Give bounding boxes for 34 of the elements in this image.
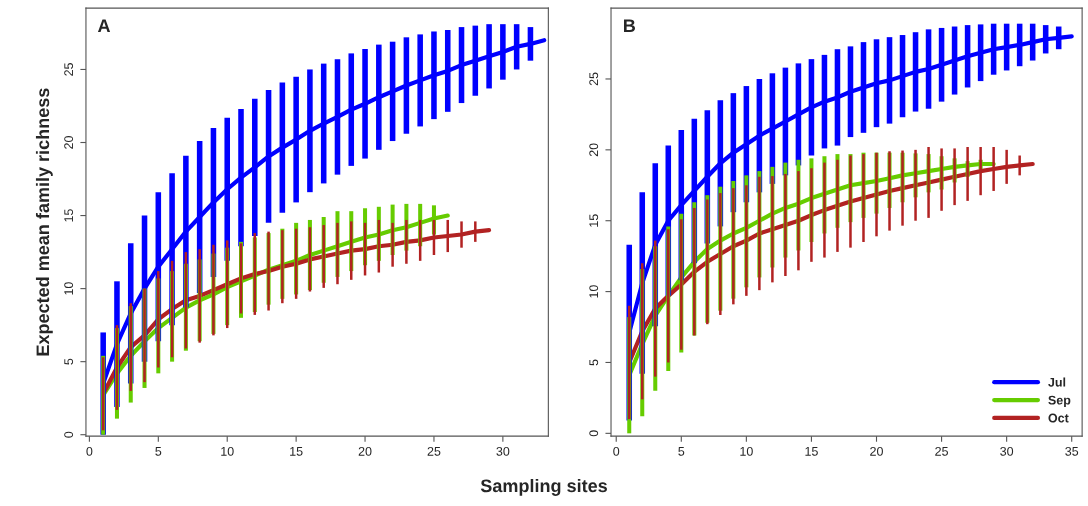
y-tick-label: 5 xyxy=(589,359,599,366)
y-tick-label: 0 xyxy=(589,430,599,437)
y-tick-label: 20 xyxy=(589,143,599,157)
legend-label: Jul xyxy=(1048,377,1066,387)
x-tick-label: 0 xyxy=(613,446,620,456)
x-tick-label: 0 xyxy=(86,446,93,456)
x-tick-label: 35 xyxy=(1065,446,1079,456)
x-tick-label: 20 xyxy=(358,446,372,456)
y-tick-label: 25 xyxy=(589,72,599,86)
x-tick-label: 10 xyxy=(221,446,234,456)
x-tick-label: 15 xyxy=(290,447,303,456)
x-tick-label: 20 xyxy=(870,446,883,456)
y-tick-label: 10 xyxy=(64,282,74,295)
x-tick-label: 5 xyxy=(678,447,685,456)
legend-label: Sep xyxy=(1048,395,1071,408)
x-tick-label: 25 xyxy=(935,446,948,456)
x-tick-label: 30 xyxy=(496,446,510,456)
x-tick-label: 15 xyxy=(805,447,818,456)
y-tick-label: 5 xyxy=(64,358,74,365)
x-tick-label: 30 xyxy=(1000,446,1014,456)
chart-title: B xyxy=(624,19,636,32)
chart-title: A xyxy=(97,19,111,32)
y-tick-label: 10 xyxy=(589,285,599,298)
y-axis-title: Expected mean family richness xyxy=(35,88,53,356)
y-tick-label: 15 xyxy=(64,209,74,222)
legend-label: Oct xyxy=(1048,413,1069,423)
x-tick-label: 10 xyxy=(740,446,753,456)
y-tick-label: 25 xyxy=(64,63,74,76)
y-tick-label: 20 xyxy=(64,136,74,149)
x-axis-title: Sampling sites xyxy=(480,478,607,496)
x-tick-label: 5 xyxy=(155,447,162,456)
x-tick-label: 25 xyxy=(427,446,441,456)
y-tick-label: 15 xyxy=(589,214,599,227)
y-tick-label: 0 xyxy=(64,431,74,438)
